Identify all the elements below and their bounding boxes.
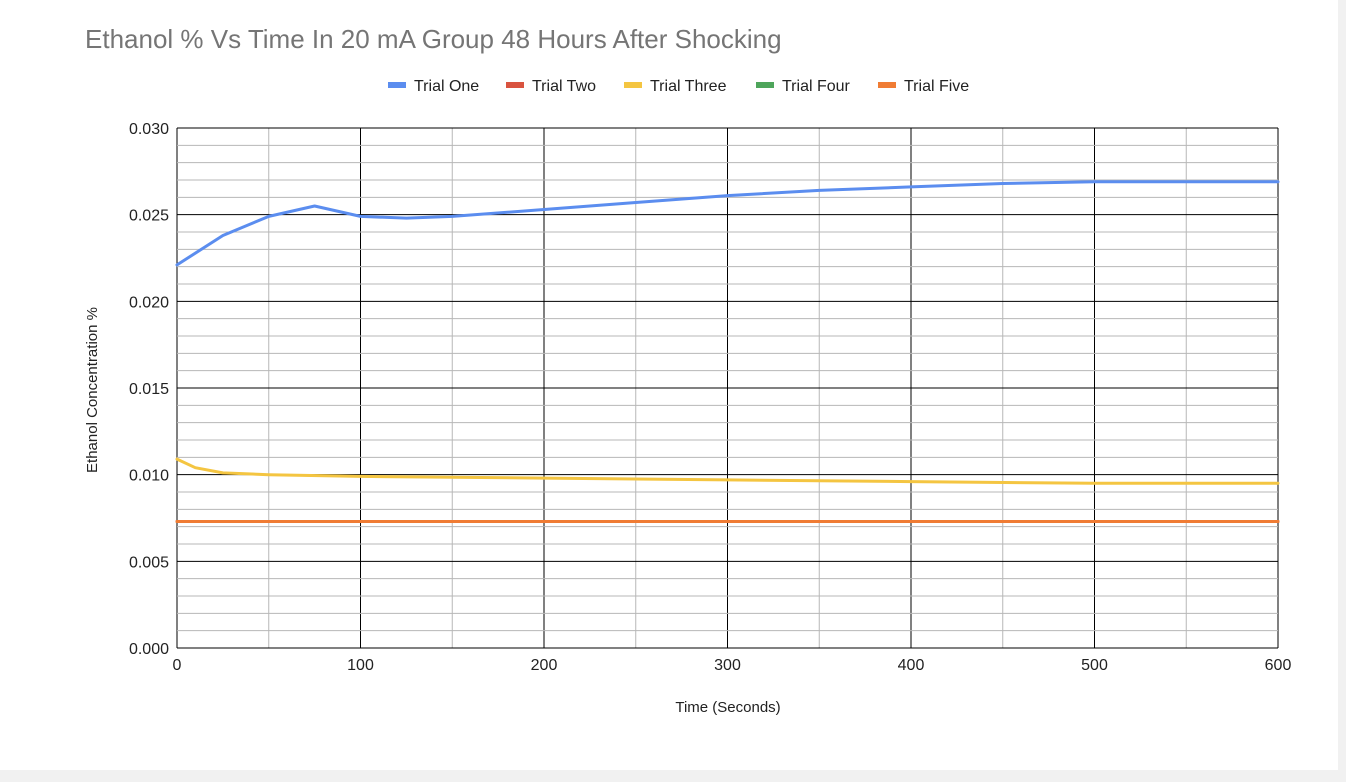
chart-legend: Trial One Trial Two Trial Three Trial Four T… (388, 78, 969, 95)
legend-item-trial-two: Trial Two (506, 78, 596, 95)
x-axis-label: Time (Seconds) (675, 699, 780, 716)
y-tick-label: 0.000 (129, 641, 169, 658)
x-tick-label: 0 (173, 657, 182, 674)
y-tick-label: 0.005 (129, 554, 169, 571)
legend-label: Trial Two (532, 78, 596, 95)
legend-item-trial-three: Trial Three (624, 78, 727, 95)
series-line-trial-one (175, 180, 1280, 267)
x-tick-label: 500 (1081, 657, 1108, 674)
x-tick-label: 300 (714, 657, 741, 674)
legend-label: Trial Three (650, 78, 727, 95)
y-tick-label: 0.010 (129, 468, 169, 485)
y-axis-ticks: 0.000 0.005 0.010 0.015 0.020 0.025 0.030 (129, 121, 169, 658)
series-line-trial-three (175, 457, 1280, 485)
x-axis-ticks: 0 100 200 300 400 500 600 (173, 657, 1292, 674)
legend-item-trial-five: Trial Five (878, 78, 969, 95)
y-tick-label: 0.025 (129, 208, 169, 225)
y-tick-label: 0.020 (129, 294, 169, 311)
legend-item-trial-one: Trial One (388, 78, 479, 95)
legend-label: Trial Five (904, 78, 969, 95)
line-chart: Ethanol % Vs Time In 20 mA Group 48 Hour… (84, 24, 1292, 716)
chart-grid (176, 127, 1279, 649)
y-axis-label: Ethanol Concentration % (84, 307, 101, 473)
y-tick-label: 0.015 (129, 381, 169, 398)
legend-item-trial-four: Trial Four (756, 78, 851, 95)
y-tick-label: 0.030 (129, 121, 169, 138)
chart-panel: Ethanol % Vs Time In 20 mA Group 48 Hour… (0, 0, 1338, 770)
legend-label: Trial One (414, 78, 479, 95)
chart-series (175, 180, 1280, 523)
chart-title: Ethanol % Vs Time In 20 mA Group 48 Hour… (85, 24, 782, 54)
legend-label: Trial Four (782, 78, 851, 95)
legend-swatch (388, 82, 406, 88)
legend-swatch (624, 82, 642, 88)
legend-swatch (756, 82, 774, 88)
x-tick-label: 600 (1265, 657, 1292, 674)
legend-swatch (506, 82, 524, 88)
x-tick-label: 400 (898, 657, 925, 674)
legend-swatch (878, 82, 896, 88)
x-tick-label: 200 (531, 657, 558, 674)
x-tick-label: 100 (347, 657, 374, 674)
